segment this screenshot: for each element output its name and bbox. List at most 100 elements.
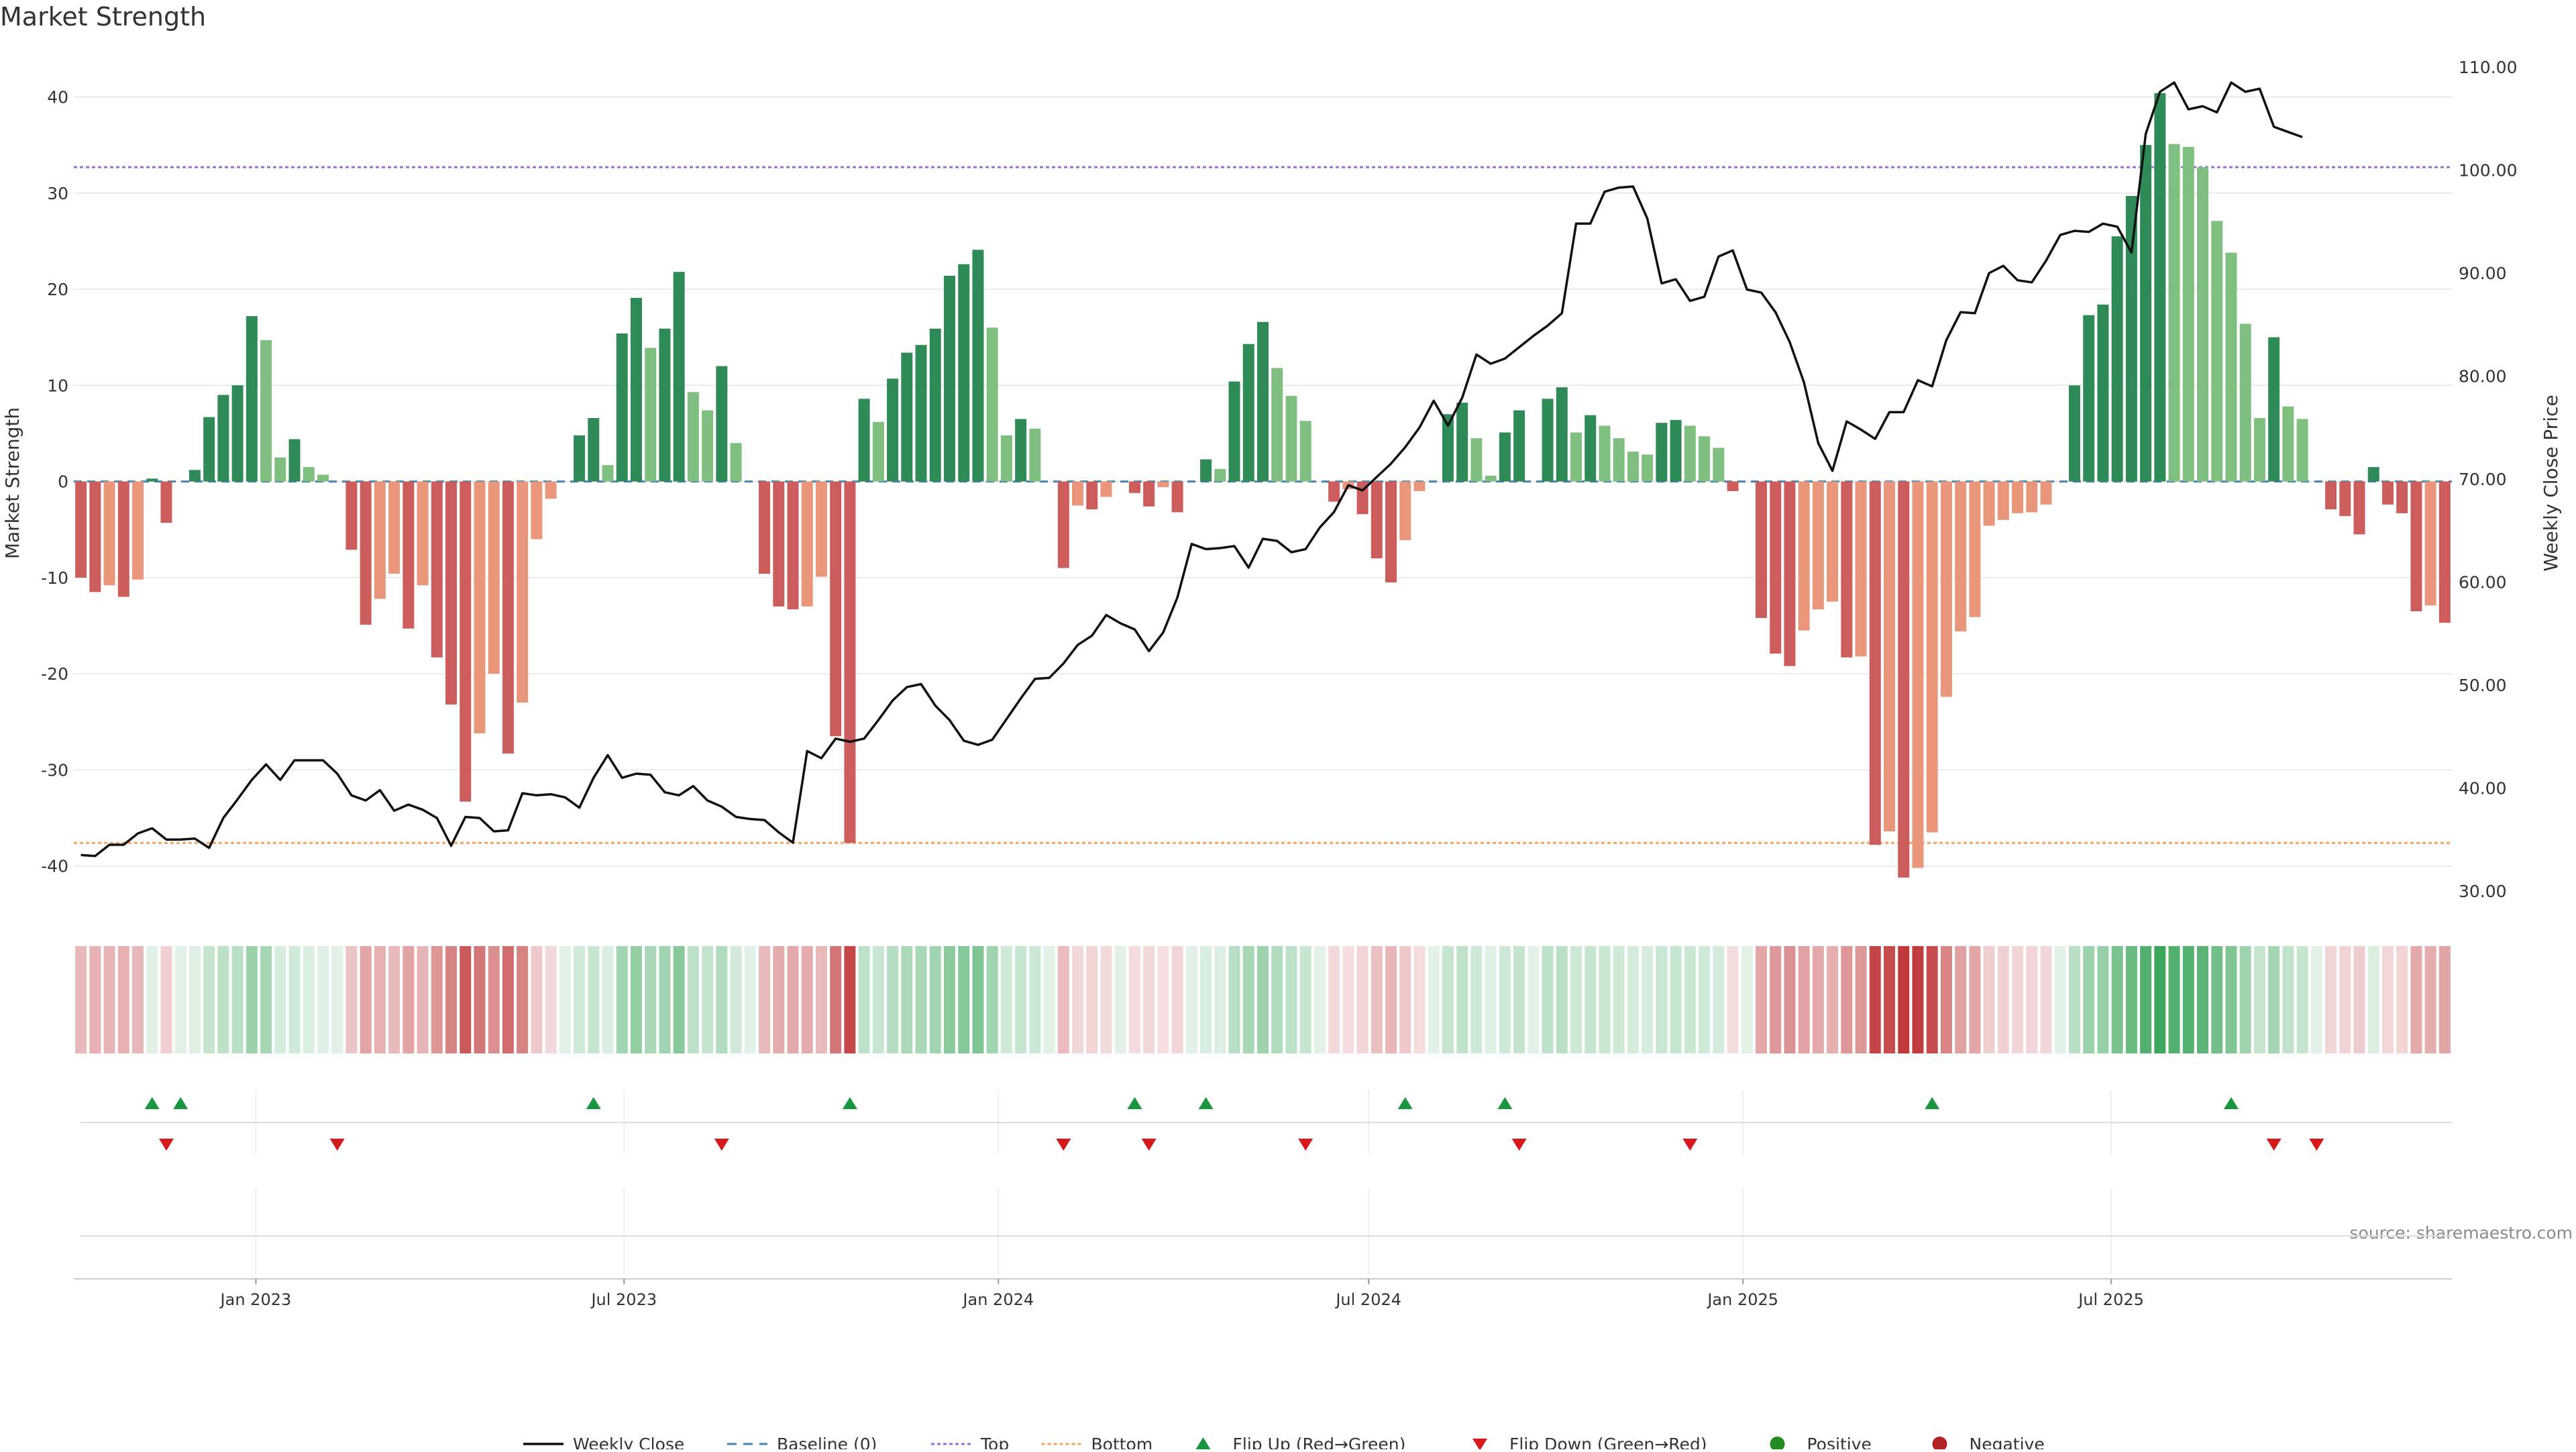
- strength-heat-cell: [1143, 946, 1155, 1053]
- strength-bar: [2282, 406, 2294, 482]
- legend-swatch-flip-up: [1195, 1437, 1211, 1449]
- strength-bar: [2026, 481, 2038, 513]
- y-right-tick-label: 80.00: [2459, 366, 2507, 386]
- strength-bar: [75, 481, 87, 578]
- strength-bar: [2125, 196, 2137, 482]
- strength-bar: [460, 481, 472, 802]
- strength-bar: [1755, 481, 1767, 619]
- strength-bar: [1770, 481, 1782, 654]
- strength-bar: [2253, 418, 2265, 482]
- strength-bar: [773, 481, 785, 607]
- strength-bar: [89, 481, 101, 592]
- strength-heat-cell: [616, 946, 628, 1053]
- strength-bar: [474, 481, 486, 733]
- strength-bar: [2111, 236, 2123, 482]
- strength-heat-cell: [1285, 946, 1297, 1053]
- strength-heat-cell: [2325, 946, 2337, 1053]
- strength-heat-cell: [1855, 946, 1867, 1053]
- strength-bar: [288, 439, 301, 482]
- strength-heat-cell: [2367, 946, 2379, 1053]
- strength-bar: [1983, 481, 1995, 526]
- strength-bar: [1057, 481, 1069, 568]
- strength-bar: [1485, 475, 1497, 482]
- strength-bar: [1328, 481, 1340, 502]
- legend-swatch-positive: [1770, 1437, 1785, 1451]
- strength-heat-cell: [1770, 946, 1782, 1053]
- strength-heat-cell: [174, 946, 186, 1053]
- strength-bar: [1157, 481, 1169, 488]
- strength-heat-cell: [1585, 946, 1597, 1053]
- strength-heat-cell: [1699, 946, 1711, 1053]
- strength-bar: [488, 481, 500, 674]
- strength-heat-cell: [1926, 946, 1938, 1053]
- strength-heat-cell: [1114, 946, 1126, 1053]
- strength-heat-cell: [1171, 946, 1183, 1053]
- strength-bar: [1812, 481, 1824, 610]
- strength-bar: [1371, 481, 1383, 559]
- strength-heat-cell: [160, 946, 172, 1053]
- strength-heat-cell: [146, 946, 158, 1053]
- strength-bar: [574, 435, 586, 482]
- strength-heat-cell: [388, 946, 400, 1053]
- strength-heat-cell: [1342, 946, 1354, 1053]
- strength-bar: [203, 417, 215, 482]
- strength-bar: [858, 399, 870, 482]
- strength-bar: [801, 481, 813, 607]
- strength-heat-cell: [1784, 946, 1796, 1053]
- flip-up-marker: [1397, 1097, 1413, 1109]
- strength-heat-cell: [858, 946, 870, 1053]
- flip-markers: [80, 1090, 2452, 1275]
- strength-heat-cell: [1884, 946, 1896, 1053]
- strength-heat-cell: [1442, 946, 1454, 1053]
- strength-bar: [345, 481, 358, 550]
- strength-heat-cell: [1499, 946, 1511, 1053]
- strength-bar: [360, 481, 372, 625]
- strength-heat-cell: [1869, 946, 1881, 1053]
- y-left-tick-label: 10: [47, 376, 68, 395]
- strength-heat-cell: [1656, 946, 1668, 1053]
- strength-heat-cell: [1912, 946, 1924, 1053]
- strength-bar: [1413, 481, 1426, 491]
- legend-label: Bottom: [1091, 1435, 1153, 1449]
- strength-bar: [260, 340, 272, 482]
- strength-bar: [2239, 323, 2251, 482]
- strength-bar: [2225, 252, 2237, 482]
- y-left-tick-label: 30: [47, 184, 68, 203]
- strength-heat-cell: [716, 946, 728, 1053]
- strength-heat-cell: [2438, 946, 2451, 1053]
- strength-bar: [844, 481, 856, 843]
- y-left-tick-label: -40: [41, 857, 68, 876]
- strength-heat-cell: [801, 946, 813, 1053]
- strength-heat-cell: [787, 946, 799, 1053]
- strength-heat-cell: [260, 946, 272, 1053]
- strength-heat-cell: [246, 946, 258, 1053]
- strength-heat-cell: [659, 946, 671, 1053]
- strength-heat-cell: [402, 946, 415, 1053]
- strength-heat-cell: [1200, 946, 1212, 1053]
- strength-bar: [2396, 481, 2408, 513]
- strength-heat-cell: [1955, 946, 1967, 1053]
- strength-heat-cell: [517, 946, 529, 1053]
- strength-bar: [1926, 481, 1938, 833]
- strength-bar: [1086, 481, 1098, 510]
- strength-heat-cell: [1670, 946, 1682, 1053]
- strength-bar: [431, 481, 443, 658]
- strength-bar: [1072, 481, 1084, 506]
- strength-heat-cell: [1513, 946, 1525, 1053]
- strength-bar: [1171, 481, 1183, 513]
- strength-heat-cell: [1043, 946, 1055, 1053]
- strength-bar: [388, 481, 400, 574]
- strength-bars: [75, 93, 2451, 878]
- strength-heat-cell: [2182, 946, 2194, 1053]
- strength-heat-cell: [132, 946, 144, 1053]
- strength-heat-cell: [1015, 946, 1027, 1053]
- strength-bar: [1585, 415, 1597, 482]
- strength-heat-cell: [360, 946, 372, 1053]
- strength-heat-cell: [773, 946, 785, 1053]
- strength-bar: [659, 328, 671, 482]
- strength-bar: [1642, 454, 1654, 482]
- strength-bar: [872, 421, 884, 482]
- flip-down-marker: [1682, 1139, 1698, 1151]
- strength-bar: [303, 467, 315, 482]
- strength-heat-cell: [1128, 946, 1140, 1053]
